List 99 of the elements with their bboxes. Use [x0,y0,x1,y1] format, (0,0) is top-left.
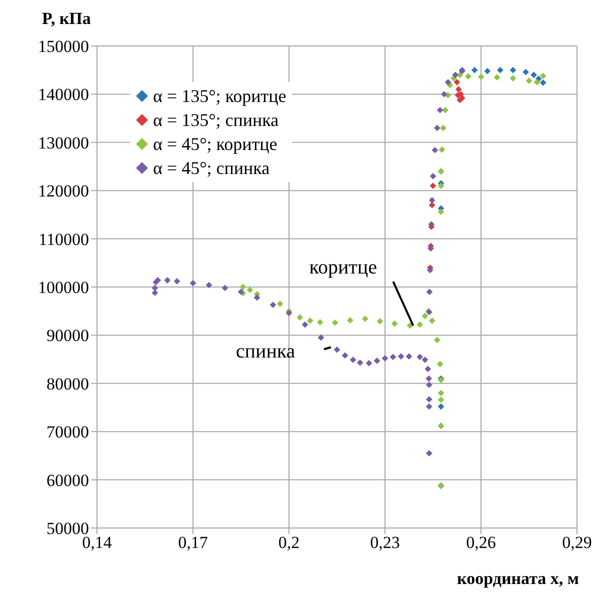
annotation: спинка [236,340,296,362]
point [164,277,171,284]
point [246,286,254,294]
x-tick-label: 0,14 [82,533,112,552]
point [276,300,284,308]
legend-label: α = 45°; спинка [153,157,270,180]
y-tick-label: 110000 [38,230,89,249]
point [426,396,432,403]
legend-label: α = 135°; спинка [153,109,279,132]
point [530,72,537,78]
point [440,124,446,132]
point [426,403,432,410]
point [306,318,314,324]
point [510,66,516,74]
point [430,172,436,180]
point [362,316,368,322]
y-tick-label: 140000 [38,85,89,104]
x-tick-label: 0,2 [278,533,300,552]
point [334,346,340,353]
point [434,124,440,132]
point [438,208,444,216]
point [296,314,304,321]
point [342,352,348,359]
point [436,106,444,114]
point [426,382,432,388]
point [398,353,404,360]
point [222,284,228,292]
point [465,73,472,80]
x-tick-label: 0,29 [562,533,592,552]
point [428,245,434,252]
point [428,318,436,324]
point [454,78,460,86]
point [497,66,504,74]
point [452,72,459,78]
point [316,318,324,326]
point [422,312,428,320]
point [522,68,529,76]
y-tick-label: 70000 [46,422,89,442]
x-axis-title: координата x, м [457,569,580,588]
point [438,390,444,396]
point [424,366,432,372]
point [376,318,384,324]
point [478,74,484,80]
y-tick-label: 100000 [38,278,89,298]
point [441,91,448,98]
point [152,284,158,292]
point [240,284,246,290]
point [438,146,446,153]
point [428,202,436,208]
x-tick-label: 0,26 [466,533,496,552]
y-tick-label: 130000 [38,133,89,152]
point [436,360,444,368]
point [152,290,158,296]
point [206,282,212,288]
y-tick-label: 90000 [46,326,89,346]
point [346,317,354,324]
point [428,197,436,204]
point [484,68,491,74]
y-tick-label: 60000 [46,470,89,490]
point [432,146,438,154]
point [426,266,434,274]
annotation: коритце [309,256,378,279]
y-tick-label: 80000 [46,374,89,394]
x-tick-label: 0,17 [178,533,208,552]
point [302,321,308,328]
point [390,354,396,360]
point [190,280,196,286]
point [416,321,424,328]
y-tick-label: 120000 [38,182,89,201]
point [391,320,398,327]
point [442,106,448,114]
point [332,319,338,326]
point [356,359,364,366]
point [318,334,324,341]
point [434,336,440,344]
point [540,72,546,80]
point [438,403,444,410]
point [471,66,478,74]
point [534,78,540,86]
point [366,360,372,366]
point [270,302,276,308]
point [494,74,500,81]
x-tick-label: 0,23 [370,533,400,552]
point [254,294,260,301]
point [426,450,432,456]
y-axis-title: P, кПа [42,9,92,28]
point [426,375,432,382]
legend-label: α = 135°; коритце [153,85,286,108]
point [382,355,388,362]
point [444,78,452,86]
point [426,288,433,296]
point [416,354,424,360]
point [406,322,414,329]
y-tick-label: 150000 [38,37,89,56]
point [455,86,462,93]
point [406,353,412,360]
legend-label: α = 45°; коритце [153,133,278,156]
point [428,221,435,228]
point [540,79,546,86]
